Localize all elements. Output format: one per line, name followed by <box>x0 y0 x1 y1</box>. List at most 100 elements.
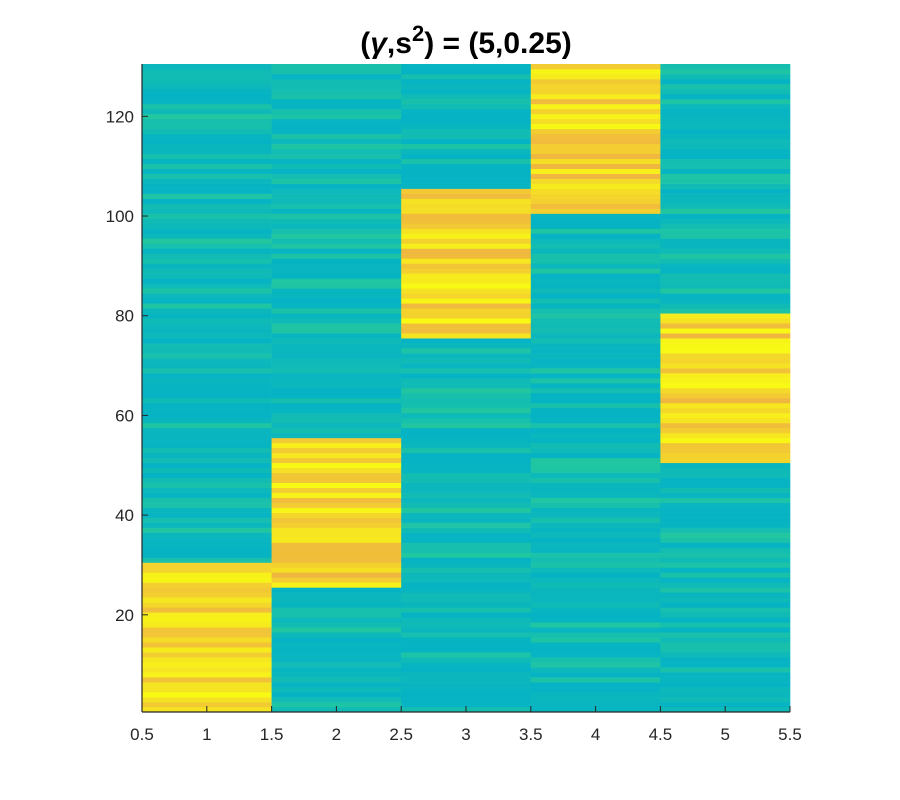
heatmap-cell <box>401 502 532 508</box>
heatmap-cell <box>660 158 791 164</box>
heatmap-cell-high <box>271 487 402 493</box>
heatmap-cell-high <box>660 343 791 349</box>
heatmap-cell <box>142 507 272 513</box>
heatmap-cell <box>530 383 661 389</box>
heatmap-cell <box>401 153 532 160</box>
heatmap-cell <box>530 328 661 334</box>
heatmap-cell <box>401 692 532 698</box>
heatmap-cell <box>401 607 532 613</box>
heatmap-cell <box>530 308 661 314</box>
heatmap-cell <box>401 697 532 703</box>
heatmap-cell <box>401 667 532 673</box>
heatmap-cell <box>660 532 791 538</box>
heatmap-cell <box>401 677 532 683</box>
heatmap-cell-high <box>142 632 272 638</box>
heatmap-cell <box>530 457 661 464</box>
heatmap-cell <box>401 542 532 548</box>
heatmap-cell-high <box>660 363 791 369</box>
heatmap-cell-high <box>530 118 661 125</box>
heatmap-cell <box>530 617 661 623</box>
heatmap-cell <box>271 283 402 289</box>
heatmap-cell <box>660 542 791 548</box>
heatmap-cell <box>401 98 532 105</box>
heatmap-cell-high <box>401 268 532 274</box>
y-tick-label: 60 <box>115 406 134 425</box>
heatmap-cell <box>660 692 791 698</box>
heatmap-cell <box>530 502 661 508</box>
heatmap-cell-high <box>660 437 791 444</box>
heatmap-cell <box>660 597 791 603</box>
heatmap-cell-high <box>401 248 532 254</box>
heatmap-cell <box>271 607 402 613</box>
heatmap-cell <box>660 502 791 508</box>
heatmap-cell <box>660 547 791 553</box>
heatmap-cell <box>401 73 532 80</box>
heatmap-cell <box>401 442 532 449</box>
heatmap-cell <box>401 183 532 189</box>
heatmap-cell-high <box>142 622 272 628</box>
heatmap-cell <box>401 547 532 553</box>
heatmap-cell <box>142 328 272 334</box>
heatmap-cell <box>401 388 532 394</box>
heatmap-cell <box>660 258 791 264</box>
heatmap-cell <box>271 642 402 648</box>
heatmap-cell-high <box>271 562 402 568</box>
heatmap-cell <box>271 308 402 314</box>
heatmap-cell <box>142 193 272 199</box>
heatmap-cell <box>660 567 791 573</box>
heatmap-cell <box>142 373 272 379</box>
heatmap-cell-high <box>271 547 402 553</box>
chart-title-part: ) = (5,0.25) <box>424 27 572 60</box>
heatmap-cell <box>401 338 532 344</box>
heatmap-cell <box>271 397 402 404</box>
heatmap-cell-high <box>142 677 272 683</box>
heatmap-cell <box>401 64 532 70</box>
heatmap-cell <box>660 667 791 673</box>
heatmap-cell <box>401 447 532 454</box>
heatmap-cell-high <box>530 123 661 130</box>
x-tick-label: 5 <box>720 725 729 744</box>
heatmap-cell <box>271 143 402 150</box>
heatmap-cell <box>401 582 532 588</box>
heatmap-cell <box>142 512 272 518</box>
heatmap-cell <box>142 537 272 543</box>
heatmap-cell <box>660 682 791 688</box>
heatmap-cell <box>142 223 272 229</box>
heatmap-cell <box>271 338 402 344</box>
heatmap-cell-high <box>271 512 402 518</box>
heatmap-cell <box>660 677 791 683</box>
heatmap-cell-high <box>530 208 661 214</box>
heatmap-cell <box>271 193 402 199</box>
heatmap-cell <box>660 248 791 254</box>
heatmap-cell <box>142 68 272 75</box>
heatmap-cell <box>271 278 402 284</box>
heatmap-cell <box>142 353 272 359</box>
heatmap-cell <box>530 233 661 239</box>
heatmap-cell <box>142 253 272 259</box>
heatmap-cell <box>530 378 661 384</box>
heatmap-cell-high <box>530 158 661 164</box>
heatmap-cell <box>401 662 532 668</box>
heatmap-cell-high <box>401 278 532 284</box>
heatmap-cell <box>142 293 272 299</box>
heatmap-cell-high <box>142 562 272 568</box>
heatmap-cell <box>660 228 791 234</box>
heatmap-cell <box>271 208 402 214</box>
heatmap-cell <box>271 667 402 673</box>
heatmap-cell-high <box>401 263 532 269</box>
x-tick-label: 5.5 <box>778 725 802 744</box>
heatmap-cell <box>271 108 402 115</box>
heatmap-cell <box>271 587 402 593</box>
heatmap-cell <box>271 652 402 658</box>
heatmap-cell <box>401 158 532 164</box>
heatmap-cell <box>530 577 661 583</box>
heatmap-cell <box>530 652 661 658</box>
heatmap-cell <box>660 73 791 80</box>
heatmap-cell-high <box>271 492 402 498</box>
heatmap-cell <box>660 118 791 125</box>
heatmap-cell <box>142 527 272 533</box>
heatmap-cell <box>142 422 272 429</box>
heatmap-cell <box>401 647 532 653</box>
heatmap-cell-high <box>271 442 402 449</box>
